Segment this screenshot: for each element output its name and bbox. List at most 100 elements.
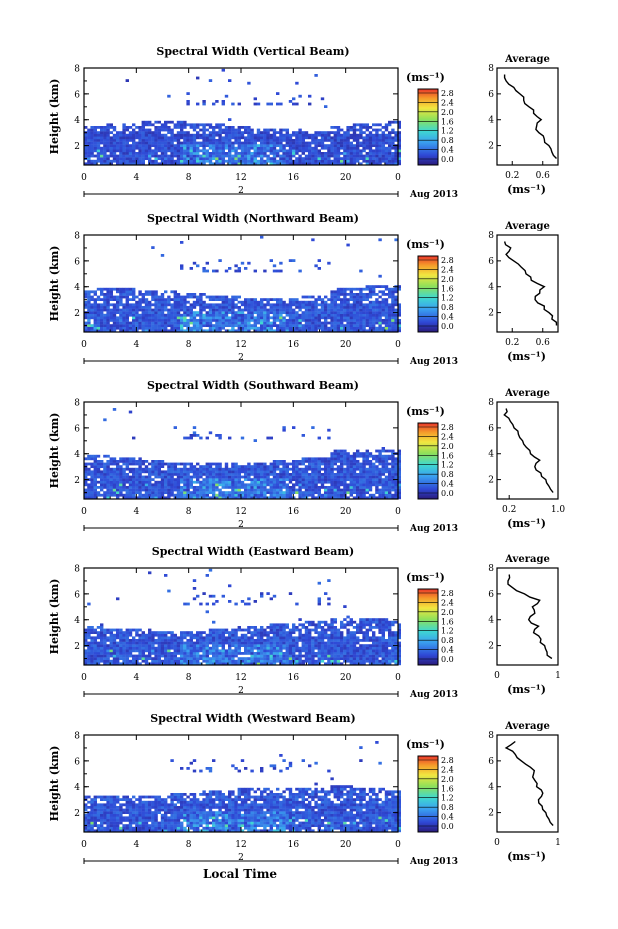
heatmap-cell [298, 128, 302, 132]
heatmap-cell [196, 659, 200, 663]
heatmap-cell [356, 460, 360, 463]
heatmap-cell [199, 329, 203, 333]
heatmap-cell [244, 306, 248, 309]
heatmap-cell [151, 319, 155, 322]
heatmap-cell [196, 462, 200, 466]
heatmap-cell [372, 128, 376, 132]
heatmap-cell [189, 654, 193, 658]
heatmap-cell [106, 657, 110, 660]
heatmap-cell [327, 162, 331, 166]
heatmap-cell [260, 319, 264, 322]
heatmap-cell [285, 159, 289, 163]
heatmap-cell [304, 154, 309, 158]
heatmap-cell [247, 144, 251, 147]
heatmap-cell [90, 303, 94, 307]
heatmap-cell [295, 303, 299, 307]
heatmap-cell [144, 131, 149, 134]
heatmap-cell [144, 120, 149, 124]
heatmap-cell [125, 649, 129, 653]
heatmap-cell [84, 659, 88, 663]
heatmap-cell [324, 462, 328, 466]
heatmap-cell [138, 641, 142, 645]
heatmap-cell [148, 478, 152, 481]
heatmap-cell [221, 486, 225, 489]
heatmap-cell [183, 654, 187, 658]
heatmap-cell [388, 290, 392, 294]
heatmap-cell [173, 293, 177, 296]
heatmap-cell [221, 496, 225, 500]
heatmap-cell [260, 473, 264, 476]
heatmap-cell [116, 597, 120, 601]
heatmap-cell [119, 290, 123, 294]
heatmap-cell [192, 636, 197, 640]
heatmap-cell [167, 657, 171, 660]
heatmap-cell [384, 149, 389, 153]
heatmap-cell [116, 488, 120, 492]
heatmap-cell [125, 644, 129, 647]
heatmap-cell [266, 478, 270, 481]
heatmap-cell [100, 287, 104, 291]
heatmap-cell [279, 470, 283, 474]
heatmap-cell [93, 478, 97, 481]
heatmap-cell [247, 306, 251, 309]
heatmap-cell [368, 470, 373, 474]
heatmap-cell [324, 154, 328, 158]
heatmap-cell [202, 313, 206, 317]
heatmap-cell [308, 486, 312, 489]
heatmap-cell [90, 480, 94, 484]
heatmap-cell [352, 308, 357, 312]
heatmap-cell [119, 287, 123, 291]
heatmap-cell [157, 146, 161, 150]
heatmap-cell [256, 300, 261, 304]
heatmap-cell [231, 157, 235, 160]
heatmap-cell [240, 324, 245, 327]
heatmap-cell [247, 491, 251, 494]
heatmap-cell [183, 133, 187, 137]
heatmap-cell [205, 480, 209, 484]
heatmap-cell [215, 157, 219, 160]
heatmap-cell [205, 319, 209, 322]
heatmap-cell [183, 324, 187, 327]
heatmap-cell [96, 454, 101, 458]
heatmap-cell [199, 475, 203, 479]
heatmap-cell [247, 478, 251, 481]
heatmap-cell [132, 141, 136, 145]
heatmap-cell [250, 154, 254, 158]
heatmap-cell [317, 267, 321, 270]
heatmap-cell [384, 329, 389, 333]
heatmap-cell [164, 486, 168, 489]
heatmap-cell [93, 649, 97, 653]
heatmap-cell [205, 306, 209, 309]
heatmap-cell [84, 488, 88, 492]
heatmap-cell [343, 298, 347, 301]
heatmap-cell [90, 486, 94, 489]
heatmap-cell [368, 313, 373, 317]
heatmap-cell [272, 478, 277, 481]
heatmap-cell [397, 473, 401, 476]
heatmap-cell [359, 326, 363, 330]
heatmap-cell [228, 319, 232, 322]
heatmap-cell [372, 133, 376, 137]
heatmap-cell [167, 303, 171, 307]
heatmap-cell [138, 478, 142, 481]
heatmap-cell [250, 319, 254, 322]
heatmap-cell [196, 594, 200, 598]
heatmap-cell [221, 483, 225, 487]
heatmap-cell [148, 493, 152, 497]
heatmap-cell [90, 657, 94, 660]
heatmap-cell [148, 154, 152, 158]
heatmap-cell [237, 313, 241, 317]
heatmap-cell [320, 473, 325, 476]
heatmap-cell [132, 157, 136, 160]
heatmap-cell [391, 473, 395, 476]
heatmap-cell [228, 303, 232, 307]
heatmap-cell [157, 631, 161, 634]
heatmap-cell [208, 326, 213, 330]
heatmap-cell [276, 319, 280, 322]
heatmap-cell [122, 316, 126, 320]
heatmap-cell [90, 324, 94, 327]
heatmap-cell [234, 131, 238, 134]
heatmap-cell [180, 120, 184, 124]
heatmap-cell [84, 300, 88, 304]
heatmap-cell [218, 136, 222, 140]
